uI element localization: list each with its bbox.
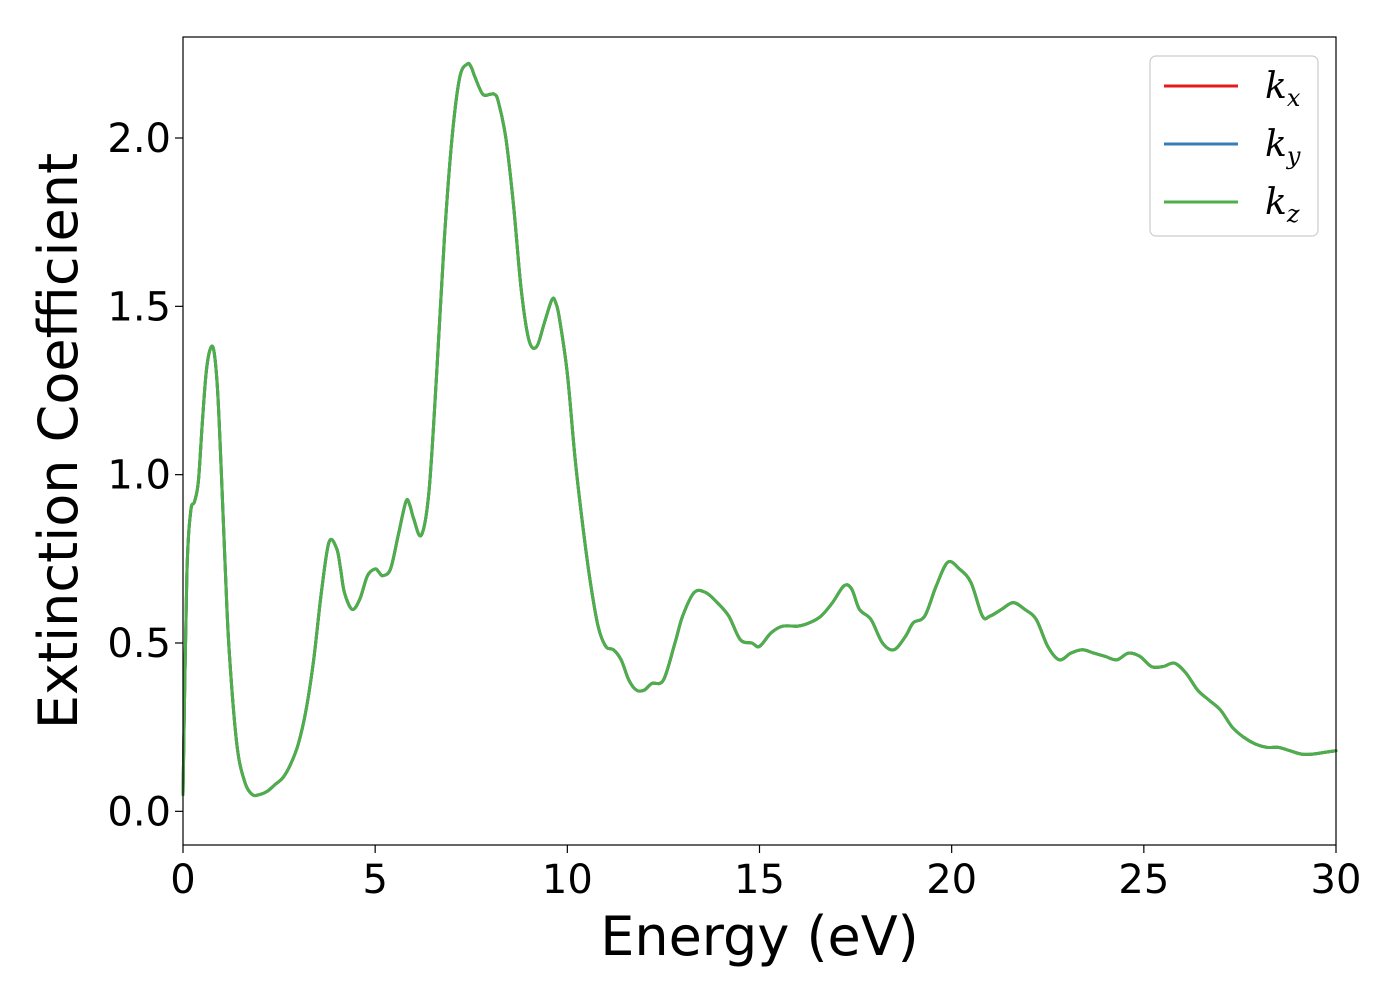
legend: kx ky kz: [1149, 55, 1319, 237]
x-tick-label: 5: [362, 857, 387, 903]
y-tick-label: 0.0: [107, 789, 171, 835]
x-tick-label: 30: [1311, 857, 1362, 903]
y-tick-label: 1.0: [107, 453, 171, 499]
legend-label-kz: kz: [1265, 182, 1300, 228]
x-tick-label: 0: [170, 857, 195, 903]
series-line-kz: [181, 61, 1338, 798]
legend-label-kx: kx: [1265, 66, 1301, 112]
series-lines: [181, 61, 1338, 798]
y-axis-ticks: 0.0 0.5 1.0 1.5 2.0: [107, 116, 183, 835]
y-tick-label: 2.0: [107, 116, 171, 162]
x-tick-label: 15: [734, 857, 785, 903]
legend-label-ky: ky: [1265, 124, 1301, 170]
y-tick-label: 0.5: [107, 621, 171, 667]
x-axis-ticks: 0 5 10 15 20 25 30: [170, 845, 1361, 903]
x-tick-label: 10: [542, 857, 593, 903]
y-axis-title: Extinction Coefficient: [27, 153, 90, 729]
x-axis-title: Energy (eV): [600, 905, 919, 968]
y-tick-label: 1.5: [107, 284, 171, 330]
legend-box: [1149, 55, 1319, 237]
x-tick-label: 25: [1118, 857, 1169, 903]
x-tick-label: 20: [926, 857, 977, 903]
